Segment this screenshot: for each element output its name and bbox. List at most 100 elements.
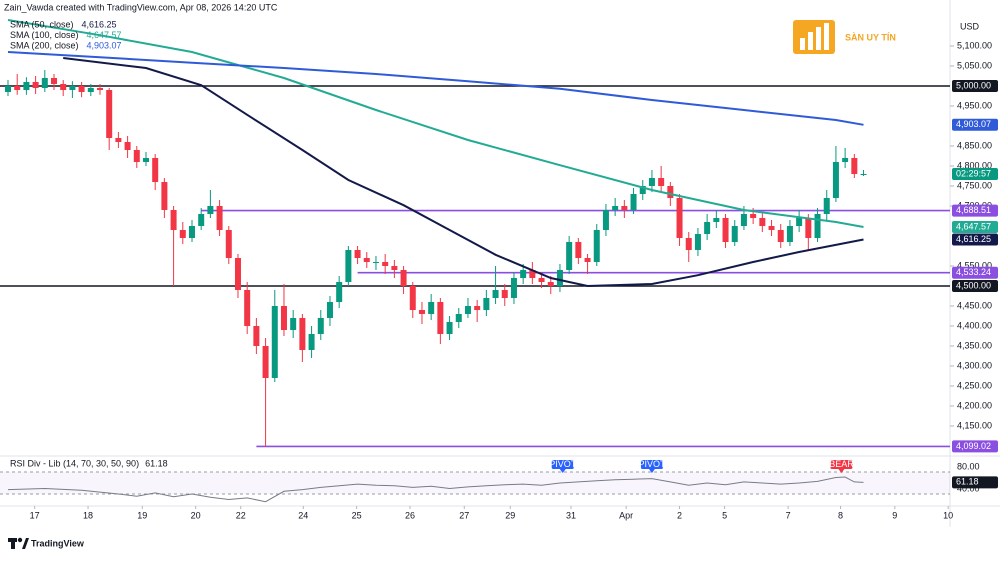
sma-price-label-box — [952, 220, 998, 233]
rsi-tick-label: 40.00 — [957, 483, 980, 493]
x-tick-label: 25 — [352, 510, 362, 520]
candle-body — [124, 142, 131, 150]
annotation-pointer — [838, 469, 845, 473]
legend-value: 4,616.25 — [82, 19, 117, 29]
candle-body — [280, 306, 287, 330]
candle-body — [409, 286, 416, 310]
x-tick-label: 18 — [83, 510, 93, 520]
candle-body — [142, 158, 149, 162]
logo-bar — [808, 32, 813, 50]
candle-body — [648, 178, 655, 186]
candle-body — [464, 306, 471, 314]
rsi-value-label-box — [952, 476, 998, 489]
level-label: 4,099.02 — [956, 441, 991, 451]
candle-body — [336, 282, 343, 302]
level-label-box — [952, 280, 998, 292]
sma-price-label: 4,616.25 — [956, 234, 991, 244]
legend-value: 4,903.07 — [87, 40, 122, 50]
candle-body — [50, 78, 57, 84]
x-tick-label: 8 — [838, 510, 843, 520]
candle-body — [731, 226, 738, 242]
candle-body — [823, 198, 830, 214]
logo-mark — [11, 538, 15, 549]
candle-body — [96, 88, 103, 90]
candle-body — [510, 278, 517, 298]
candle-body — [372, 262, 379, 263]
rsi-band — [0, 472, 950, 495]
candle-body — [354, 250, 361, 258]
candle-body — [786, 226, 793, 242]
candle-body — [584, 258, 591, 262]
candle-body — [685, 238, 692, 250]
candle-body — [133, 150, 140, 162]
candle-body — [722, 218, 729, 242]
candle-body — [14, 86, 21, 90]
rsi-line — [7, 476, 864, 503]
candle-body — [437, 302, 444, 334]
candle-body — [225, 230, 232, 258]
candle-body — [455, 314, 462, 322]
candle-body — [446, 322, 453, 334]
candle-body — [694, 234, 701, 250]
candle-body — [170, 210, 177, 230]
candle-body — [262, 346, 269, 378]
candle-body — [842, 158, 849, 162]
candle-body — [556, 270, 563, 286]
rsi-tick-label: 80.00 — [957, 461, 980, 471]
candle-body — [630, 194, 637, 210]
candle-body — [777, 230, 784, 242]
x-tick-label: 9 — [892, 510, 897, 520]
candle-body — [832, 162, 839, 198]
annotation-label: BEAR — [829, 459, 854, 469]
candle-body — [290, 318, 297, 330]
x-tick-label: 10 — [943, 510, 953, 520]
candle-body — [667, 186, 674, 198]
candle-body — [593, 230, 600, 262]
logo-bar — [800, 38, 805, 50]
y-tick-label: 5,100.00 — [957, 40, 992, 50]
x-tick-label: 20 — [191, 510, 201, 520]
candle-body — [152, 158, 159, 182]
candle-body — [391, 266, 398, 270]
level-label: 4,688.51 — [956, 205, 991, 215]
candle-body — [207, 206, 214, 214]
level-label-box — [952, 204, 998, 217]
level-label-box — [952, 80, 998, 92]
candle-body — [271, 306, 278, 378]
candle-body — [363, 258, 370, 262]
candle-body — [23, 82, 30, 90]
y-tick-label: 4,950.00 — [957, 100, 992, 110]
candle-body — [612, 206, 619, 210]
brand-name: SÀN UY TÍN — [845, 32, 896, 42]
countdown-label-box — [952, 168, 998, 180]
x-tick-label: 22 — [236, 510, 246, 520]
candle-body — [161, 182, 168, 210]
candle-body — [575, 242, 582, 258]
sma-price-label-box — [952, 233, 998, 246]
candle-body — [704, 222, 711, 234]
rsi-title: RSI Div - Lib (14, 70, 30, 50, 90) — [10, 458, 139, 468]
annotation-box — [640, 460, 663, 469]
attribution: Zain_Vawda created with TradingView.com,… — [4, 2, 278, 12]
x-tick-label: 2 — [677, 510, 682, 520]
candle-body — [234, 258, 241, 290]
annotation-label: PIVOT — [549, 459, 577, 469]
candle-body — [244, 290, 251, 326]
candle-body — [740, 214, 747, 226]
annotation-pointer — [648, 469, 655, 473]
candle-body — [299, 318, 306, 350]
candle-body — [188, 226, 195, 238]
x-tick-label: 19 — [137, 510, 147, 520]
candle-body — [418, 310, 425, 314]
legend-value: 4,647.57 — [87, 30, 122, 40]
footer-brand: TradingView — [31, 538, 85, 548]
brand-logo: SÀN UY TÍN — [793, 20, 896, 54]
y-tick-label: 5,050.00 — [957, 60, 992, 70]
candle-body — [308, 334, 315, 350]
candle-body — [87, 88, 94, 92]
sma-line — [63, 57, 864, 288]
y-tick-label: 4,550.00 — [957, 260, 992, 270]
candle-body — [796, 218, 803, 226]
y-tick-label: 4,750.00 — [957, 180, 992, 190]
x-tick-label: 26 — [405, 510, 415, 520]
